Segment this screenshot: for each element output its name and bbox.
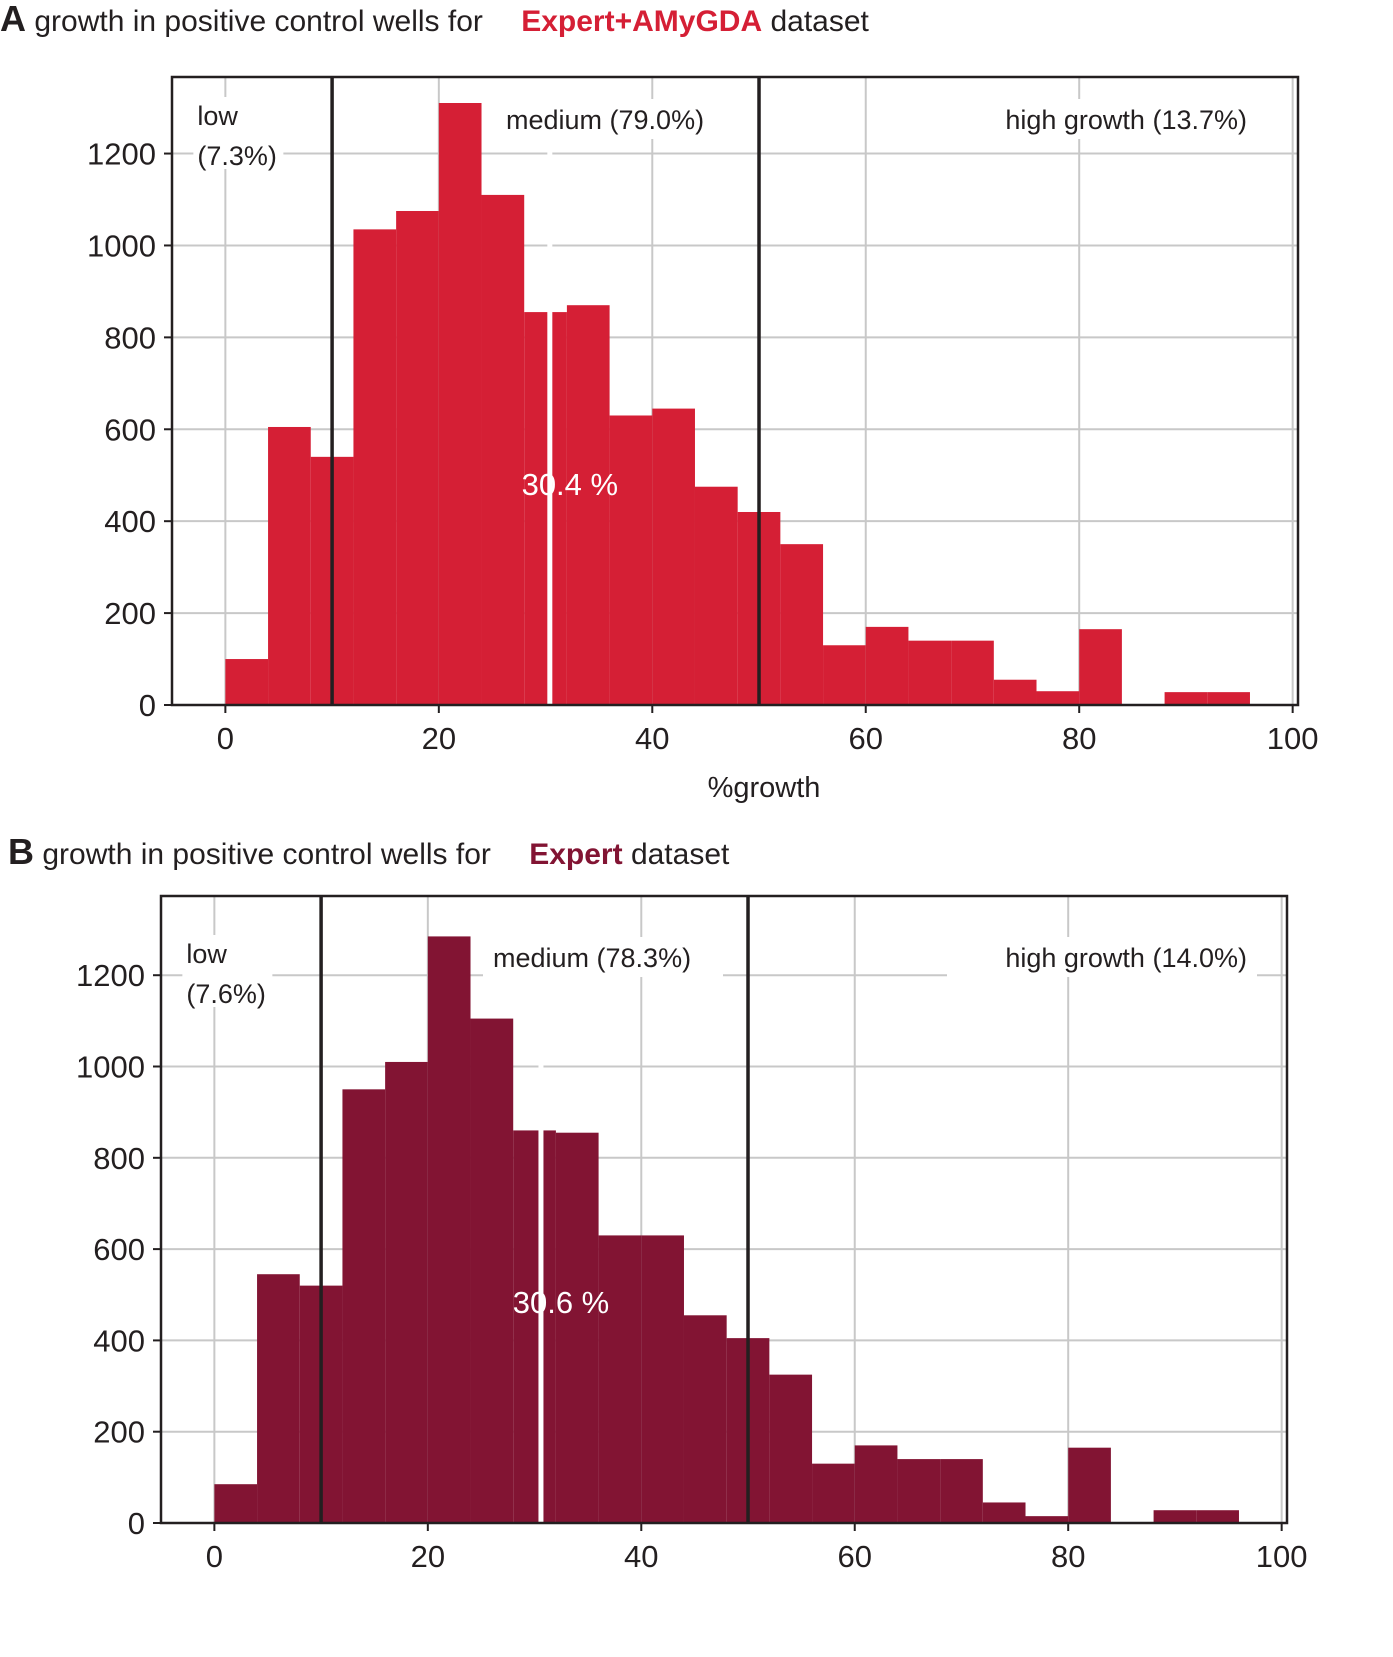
histogram-bar — [1025, 1516, 1069, 1523]
x-axis-label: %growth — [708, 772, 821, 804]
label-background — [947, 937, 1257, 977]
median-label: 30.6 % — [513, 1285, 610, 1320]
histogram-bar — [1068, 1447, 1111, 1523]
histogram-bar — [641, 1235, 684, 1523]
y-tick-label: 1000 — [87, 228, 156, 263]
histogram-bar — [481, 194, 525, 706]
y-tick-label: 800 — [104, 320, 156, 355]
plot-frame — [170, 75, 1300, 707]
histogram-bar — [342, 1089, 386, 1523]
histogram-bar — [524, 312, 567, 705]
panel-a-title-suffix: dataset — [770, 5, 869, 38]
x-tick-label: 0 — [217, 721, 234, 756]
label-background — [193, 97, 284, 169]
histogram-a: 0 20 40 60 80 100020040060080010001200%growth… — [87, 75, 1319, 804]
y-tick-label: 1200 — [87, 137, 156, 172]
region-label-low-percent: (7.6%) — [186, 979, 266, 1009]
histogram-bar — [940, 1459, 983, 1523]
region-label-medium: medium (79.0%) — [506, 105, 704, 135]
histogram-bar — [1164, 692, 1208, 705]
histogram-bar — [865, 626, 909, 705]
histogram-bar — [993, 679, 1037, 705]
panel-b-dataset-name: Expert — [529, 838, 623, 871]
x-tick-label: 80 — [1051, 1539, 1085, 1574]
histogram-bar — [1207, 692, 1250, 705]
histogram-bar — [951, 640, 994, 705]
x-tick-label: 60 — [838, 1539, 872, 1574]
histogram-bar — [780, 544, 824, 705]
x-tick-label: 20 — [411, 1539, 445, 1574]
region-label-low: low — [197, 101, 238, 131]
panel-b-letter: B — [8, 831, 34, 872]
label-background — [483, 937, 723, 977]
histogram-bar — [513, 1130, 556, 1523]
histogram-bar — [897, 1459, 941, 1523]
y-tick-label: 400 — [104, 504, 156, 539]
x-tick-label: 20 — [422, 721, 456, 756]
y-tick-label: 0 — [128, 1506, 145, 1541]
histogram-bar — [652, 408, 695, 705]
y-tick-label: 600 — [93, 1232, 145, 1267]
histogram-bar — [555, 1132, 599, 1523]
y-tick-label: 600 — [104, 412, 156, 447]
x-tick-label: 100 — [1256, 1539, 1308, 1574]
region-label-low-percent: (7.3%) — [197, 141, 277, 171]
histogram-bar — [470, 1018, 514, 1523]
x-tick-label: 100 — [1267, 721, 1319, 756]
median-label: 30.4 % — [522, 467, 619, 502]
x-tick-label: 80 — [1062, 721, 1096, 756]
panel-a-title-prefix: growth in positive control wells for — [34, 5, 483, 38]
histogram-bar — [694, 486, 738, 705]
histogram-bar — [427, 936, 471, 1523]
y-tick-label: 200 — [104, 596, 156, 631]
histogram-bar — [1196, 1510, 1239, 1523]
panel-a-dataset-name: Expert+AMyGDA — [521, 5, 763, 38]
histogram-bar — [769, 1374, 813, 1523]
y-tick-label: 1200 — [76, 958, 145, 993]
panel-a-letter: A — [0, 0, 26, 39]
region-label-low: low — [186, 939, 227, 969]
histogram-bar — [268, 426, 311, 705]
y-tick-label: 1000 — [76, 1050, 145, 1085]
histogram-bar — [438, 103, 482, 705]
histogram-bar — [385, 1061, 428, 1523]
panel-b-title-suffix: dataset — [630, 838, 730, 871]
region-label-medium: medium (78.3%) — [493, 943, 691, 973]
x-tick-label: 40 — [635, 721, 669, 756]
histogram-bar — [214, 1484, 258, 1523]
histogram-bar — [982, 1502, 1026, 1523]
histogram-bar — [566, 305, 610, 705]
plot-frame — [159, 894, 1289, 1525]
histogram-bar — [598, 1235, 642, 1523]
histogram-bar — [1153, 1510, 1197, 1523]
histogram-bar — [225, 659, 269, 705]
y-tick-label: 200 — [93, 1415, 145, 1450]
label-background — [182, 935, 273, 1007]
x-tick-label: 0 — [206, 1539, 223, 1574]
region-label-high: high growth (14.0%) — [1005, 943, 1247, 973]
label-background — [947, 99, 1257, 139]
histogram-bar — [1036, 691, 1080, 705]
label-background — [496, 99, 736, 139]
histogram-bar — [353, 229, 397, 706]
histogram-bar — [823, 645, 866, 705]
histogram-bar — [609, 415, 653, 705]
histogram-bar — [908, 640, 952, 705]
y-tick-label: 0 — [139, 688, 156, 723]
histogram-b: 0 20 40 60 80 100020040060080010001200low(7.6… — [76, 894, 1308, 1574]
histogram-bar — [396, 210, 439, 705]
panel-b-title: B growth in positive control wells for E… — [8, 831, 729, 873]
x-tick-label: 60 — [849, 721, 883, 756]
y-tick-label: 800 — [93, 1141, 145, 1176]
x-tick-label: 40 — [624, 1539, 658, 1574]
y-tick-label: 400 — [93, 1323, 145, 1358]
panel-b-title-prefix: growth in positive control wells for — [42, 838, 491, 871]
histogram-bar — [812, 1463, 855, 1523]
histogram-bar — [854, 1445, 898, 1523]
histogram-bar — [257, 1274, 300, 1523]
histogram-bar — [1079, 629, 1122, 705]
region-label-high: high growth (13.7%) — [1005, 105, 1247, 135]
panel-a-title: A growth in positive control wells for E… — [0, 0, 869, 40]
histogram-bar — [683, 1315, 727, 1523]
